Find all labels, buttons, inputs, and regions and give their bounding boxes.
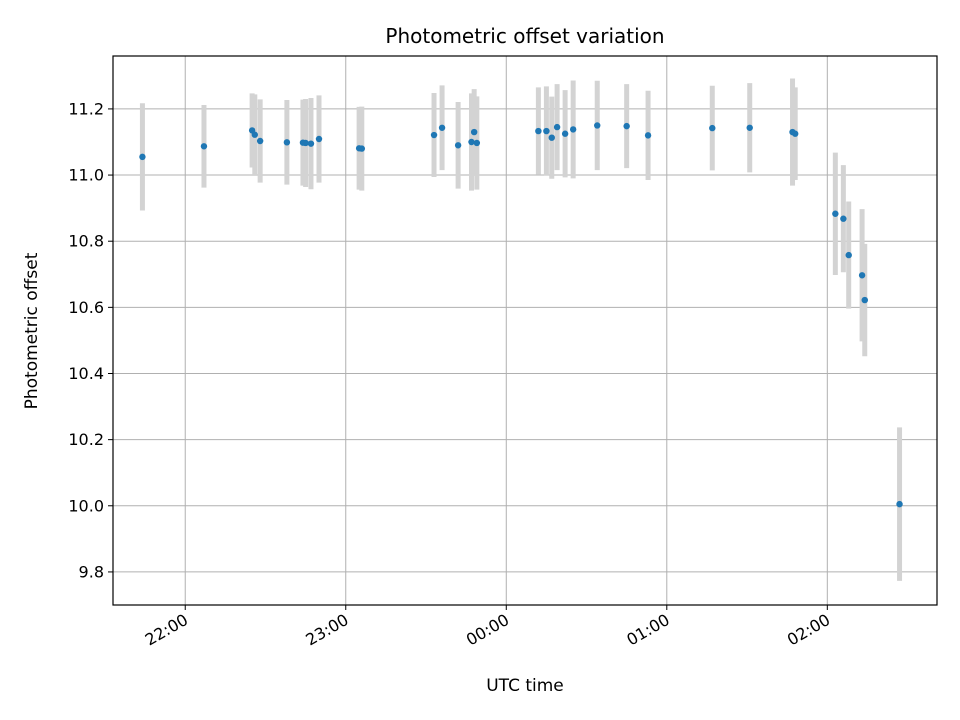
data-point — [430, 131, 438, 139]
data-point — [473, 139, 481, 147]
grid — [113, 56, 937, 605]
y-tick-label: 10.8 — [68, 232, 104, 251]
data-point — [315, 135, 323, 143]
data-point — [858, 272, 866, 279]
data-point — [470, 128, 478, 136]
chart-title: Photometric offset variation — [385, 24, 664, 48]
data-point — [896, 500, 903, 508]
data-point — [307, 140, 315, 147]
y-tick-label: 10.2 — [68, 430, 104, 449]
data-point — [535, 127, 542, 135]
plot-frame — [112, 55, 938, 606]
data-point — [139, 153, 146, 161]
data-point — [832, 210, 839, 217]
data-point — [302, 139, 309, 147]
data-point — [709, 124, 716, 132]
data-point — [454, 142, 462, 149]
data-point — [569, 126, 577, 133]
data-point — [200, 143, 208, 150]
data-point — [792, 130, 799, 137]
data-point — [746, 124, 753, 131]
y-tick-label: 11.2 — [68, 99, 104, 118]
y-axis-label: Photometric offset — [22, 252, 42, 409]
y-axis-ticks: 9.8 10.0 10.2 10.4 10.6 10.8 11.0 11.2 — [68, 99, 113, 581]
data-point — [438, 124, 446, 131]
x-axis-label: UTC time — [486, 676, 564, 696]
data-points — [139, 122, 903, 508]
data-point — [468, 138, 475, 146]
y-tick-label: 11.0 — [68, 166, 104, 185]
data-point — [358, 145, 366, 152]
data-point — [861, 296, 868, 304]
data-point — [644, 132, 652, 139]
data-point — [840, 215, 847, 222]
data-point — [251, 131, 258, 138]
y-tick-label: 10.4 — [68, 364, 104, 383]
data-point — [543, 127, 550, 135]
y-tick-label: 9.8 — [79, 562, 104, 581]
data-point — [283, 139, 291, 146]
data-point — [256, 137, 264, 145]
data-point — [548, 134, 555, 141]
data-point — [845, 251, 852, 259]
data-point — [553, 123, 561, 131]
y-tick-label: 10.0 — [68, 496, 104, 515]
data-point — [561, 130, 569, 137]
data-point — [594, 122, 601, 129]
y-tick-label: 10.6 — [68, 298, 104, 317]
data-point — [623, 122, 630, 130]
